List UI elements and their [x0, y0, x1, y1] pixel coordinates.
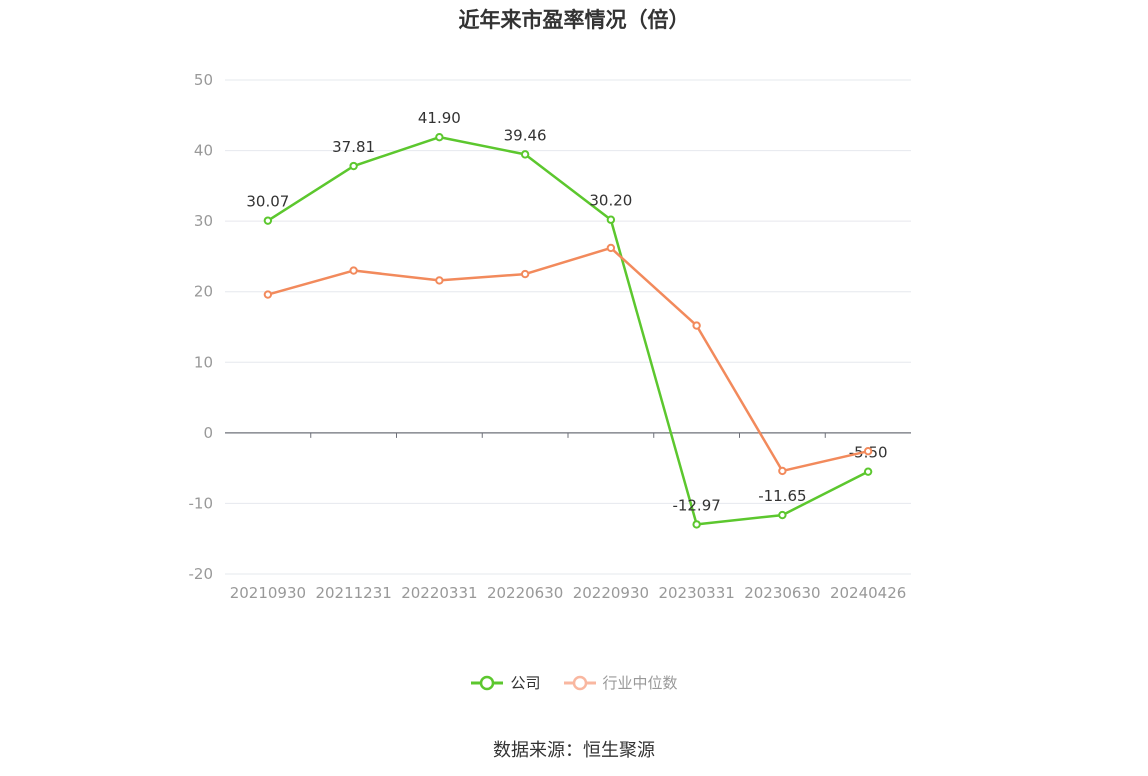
legend-industry-marker-icon [563, 675, 596, 690]
x-tick-label: 20240426 [830, 584, 906, 602]
y-tick-label: 40 [194, 142, 213, 160]
y-tick-label: 20 [194, 283, 213, 301]
y-tick-label: -10 [189, 494, 214, 512]
line-chart: -20 -10 0 10 20 30 40 50 20210930 20211231 2022033… [189, 71, 911, 602]
legend-item-company[interactable]: 公司 [470, 672, 541, 693]
data-label: 39.46 [504, 126, 547, 144]
data-label: 37.81 [332, 138, 375, 156]
y-tick-label: -20 [189, 565, 214, 583]
data-point-0 [349, 161, 358, 171]
data-label: 30.20 [589, 192, 632, 210]
source-note: 数据来源：恒生聚源 [493, 740, 655, 761]
legend-label-company: 公司 [510, 674, 541, 692]
legend: 公司 行业中位数 [0, 672, 1148, 693]
y-tick-label: 30 [194, 212, 213, 230]
data-point-1 [435, 276, 444, 285]
data-point-0 [263, 216, 273, 225]
data-label: -11.65 [758, 487, 806, 505]
data-point-0 [520, 150, 530, 159]
data-point-0 [606, 215, 616, 224]
data-point-0 [692, 520, 701, 529]
data-label: 30.07 [246, 193, 289, 211]
x-tick-label: 20211231 [315, 584, 391, 602]
data-point-1 [778, 466, 787, 476]
y-tick-label: 0 [203, 424, 213, 442]
data-point-1 [863, 447, 873, 456]
data-point-1 [263, 290, 273, 299]
x-tick-label: 20210930 [230, 584, 306, 602]
data-point-1 [692, 321, 701, 330]
data-point-0 [435, 132, 444, 142]
series-line-0 [267, 135, 869, 526]
data-point-1 [520, 269, 530, 279]
x-tick-label: 20220930 [573, 584, 649, 602]
data-point-1 [349, 266, 358, 275]
data-point-0 [778, 510, 787, 520]
legend-company-marker-icon [471, 675, 504, 690]
legend-label-industry-median: 行业中位数 [602, 674, 678, 692]
data-point-1 [606, 243, 616, 253]
data-label: 41.90 [418, 109, 461, 127]
x-tick-label: 20220630 [487, 584, 563, 602]
y-tick-label: 50 [194, 71, 213, 89]
x-tick-label: 20230630 [744, 584, 820, 602]
x-tick-label: 20220331 [401, 584, 477, 602]
data-label: -12.97 [672, 496, 720, 514]
x-tick-label: 20230331 [658, 584, 734, 602]
data-point-0 [863, 467, 873, 476]
legend-item-industry-median[interactable]: 行业中位数 [563, 672, 678, 693]
series-line-1 [267, 246, 869, 473]
y-tick-label: 10 [194, 353, 213, 371]
chart-title: 近年来市盈率情况（倍） [458, 8, 690, 32]
